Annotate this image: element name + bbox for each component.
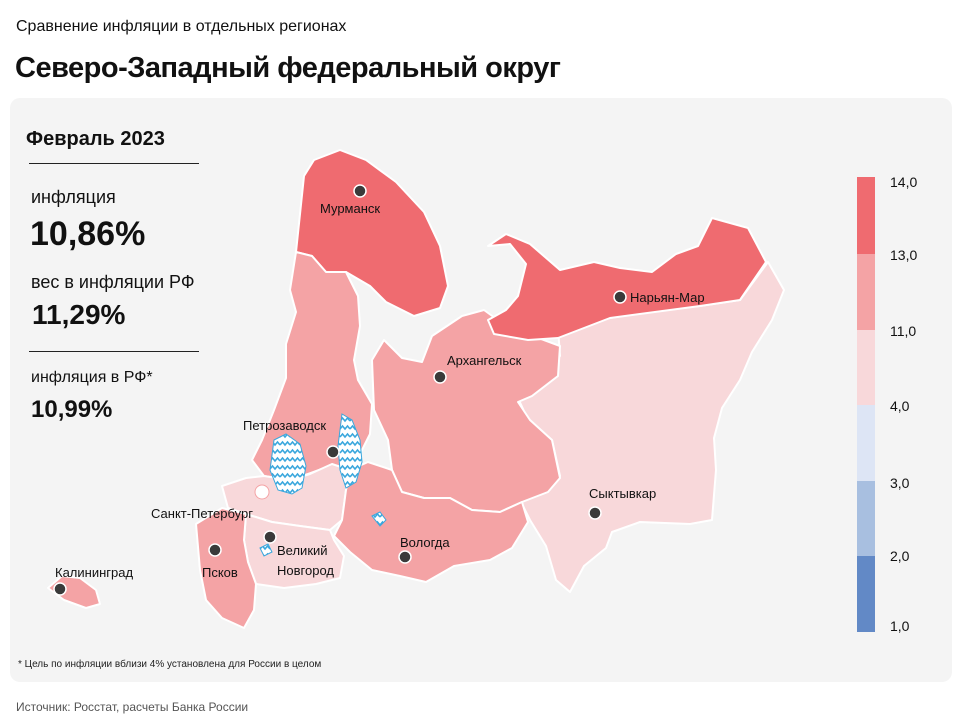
city-label-velikiy: Великий	[277, 543, 328, 558]
city-marker-kaliningrad[interactable]	[53, 582, 67, 596]
lake-ladoga	[269, 433, 307, 495]
legend-segment-1	[857, 177, 875, 254]
legend-segment-3	[857, 330, 875, 405]
region-nenets[interactable]	[487, 217, 767, 341]
city-label-arkhangelsk: Архангельск	[447, 353, 522, 368]
city-label-novgorod: Новгород	[277, 563, 334, 578]
region-pskov[interactable]	[195, 507, 257, 629]
rf-inflation-label: инфляция в РФ*	[31, 369, 153, 386]
page-subtitle: Сравнение инфляции в отдельных регионах	[16, 18, 347, 35]
lake-ilmen	[259, 543, 273, 557]
lake-beloye	[371, 511, 387, 527]
period-label: Февраль 2023	[26, 128, 165, 150]
legend-tick-1: 14,0	[890, 174, 918, 190]
legend-segment-4	[857, 405, 875, 481]
city-marker-petrozavodsk[interactable]	[326, 445, 340, 459]
city-marker-velikiy-novgorod[interactable]	[263, 530, 277, 544]
city-marker-murmansk[interactable]	[353, 184, 367, 198]
inflation-value: 10,86%	[30, 215, 146, 253]
weight-label: вес в инфляции РФ	[31, 272, 195, 292]
city-marker-vologda[interactable]	[398, 550, 412, 564]
divider-bottom	[29, 351, 199, 352]
legend-tick-6: 2,0	[890, 548, 910, 564]
city-marker-pskov[interactable]	[208, 543, 222, 557]
city-label-murmansk: Мурманск	[320, 201, 380, 216]
legend-segment-6	[857, 556, 875, 632]
footnote: * Цель по инфляции вблизи 4% установлена…	[18, 659, 322, 670]
page-title: Северо-Западный федеральный округ	[15, 52, 561, 84]
weight-value: 11,29%	[32, 299, 126, 330]
city-label-naryan-mar: Нарьян-Мар	[630, 290, 705, 305]
city-marker-syktyvkar[interactable]	[588, 506, 602, 520]
city-marker-spb[interactable]	[254, 484, 270, 500]
legend-segment-5	[857, 481, 875, 556]
source-note: Источник: Росстат, расчеты Банка России	[16, 700, 249, 714]
divider-top	[29, 163, 199, 164]
city-label-kaliningrad: Калининград	[55, 565, 133, 580]
city-label-pskov: Псков	[202, 565, 238, 580]
region-vologda[interactable]	[333, 461, 529, 583]
legend-segment-2	[857, 254, 875, 330]
rf-inflation-value: 10,99%	[31, 396, 113, 423]
city-label-syktyvkar: Сыктывкар	[589, 486, 656, 501]
legend-tick-7: 1,0	[890, 618, 910, 634]
legend-tick-3: 11,0	[890, 323, 917, 339]
city-marker-arkhangelsk[interactable]	[433, 370, 447, 384]
inflation-label: инфляция	[31, 187, 116, 207]
legend-tick-2: 13,0	[890, 247, 918, 263]
city-label-petrozavodsk: Петрозаводск	[243, 418, 326, 433]
city-marker-naryan-mar[interactable]	[613, 290, 627, 304]
legend-tick-5: 3,0	[890, 475, 910, 491]
legend-tick-4: 4,0	[890, 398, 910, 414]
city-label-spb: Санкт-Петербург	[151, 506, 253, 521]
city-label-vologda: Вологда	[400, 535, 450, 550]
